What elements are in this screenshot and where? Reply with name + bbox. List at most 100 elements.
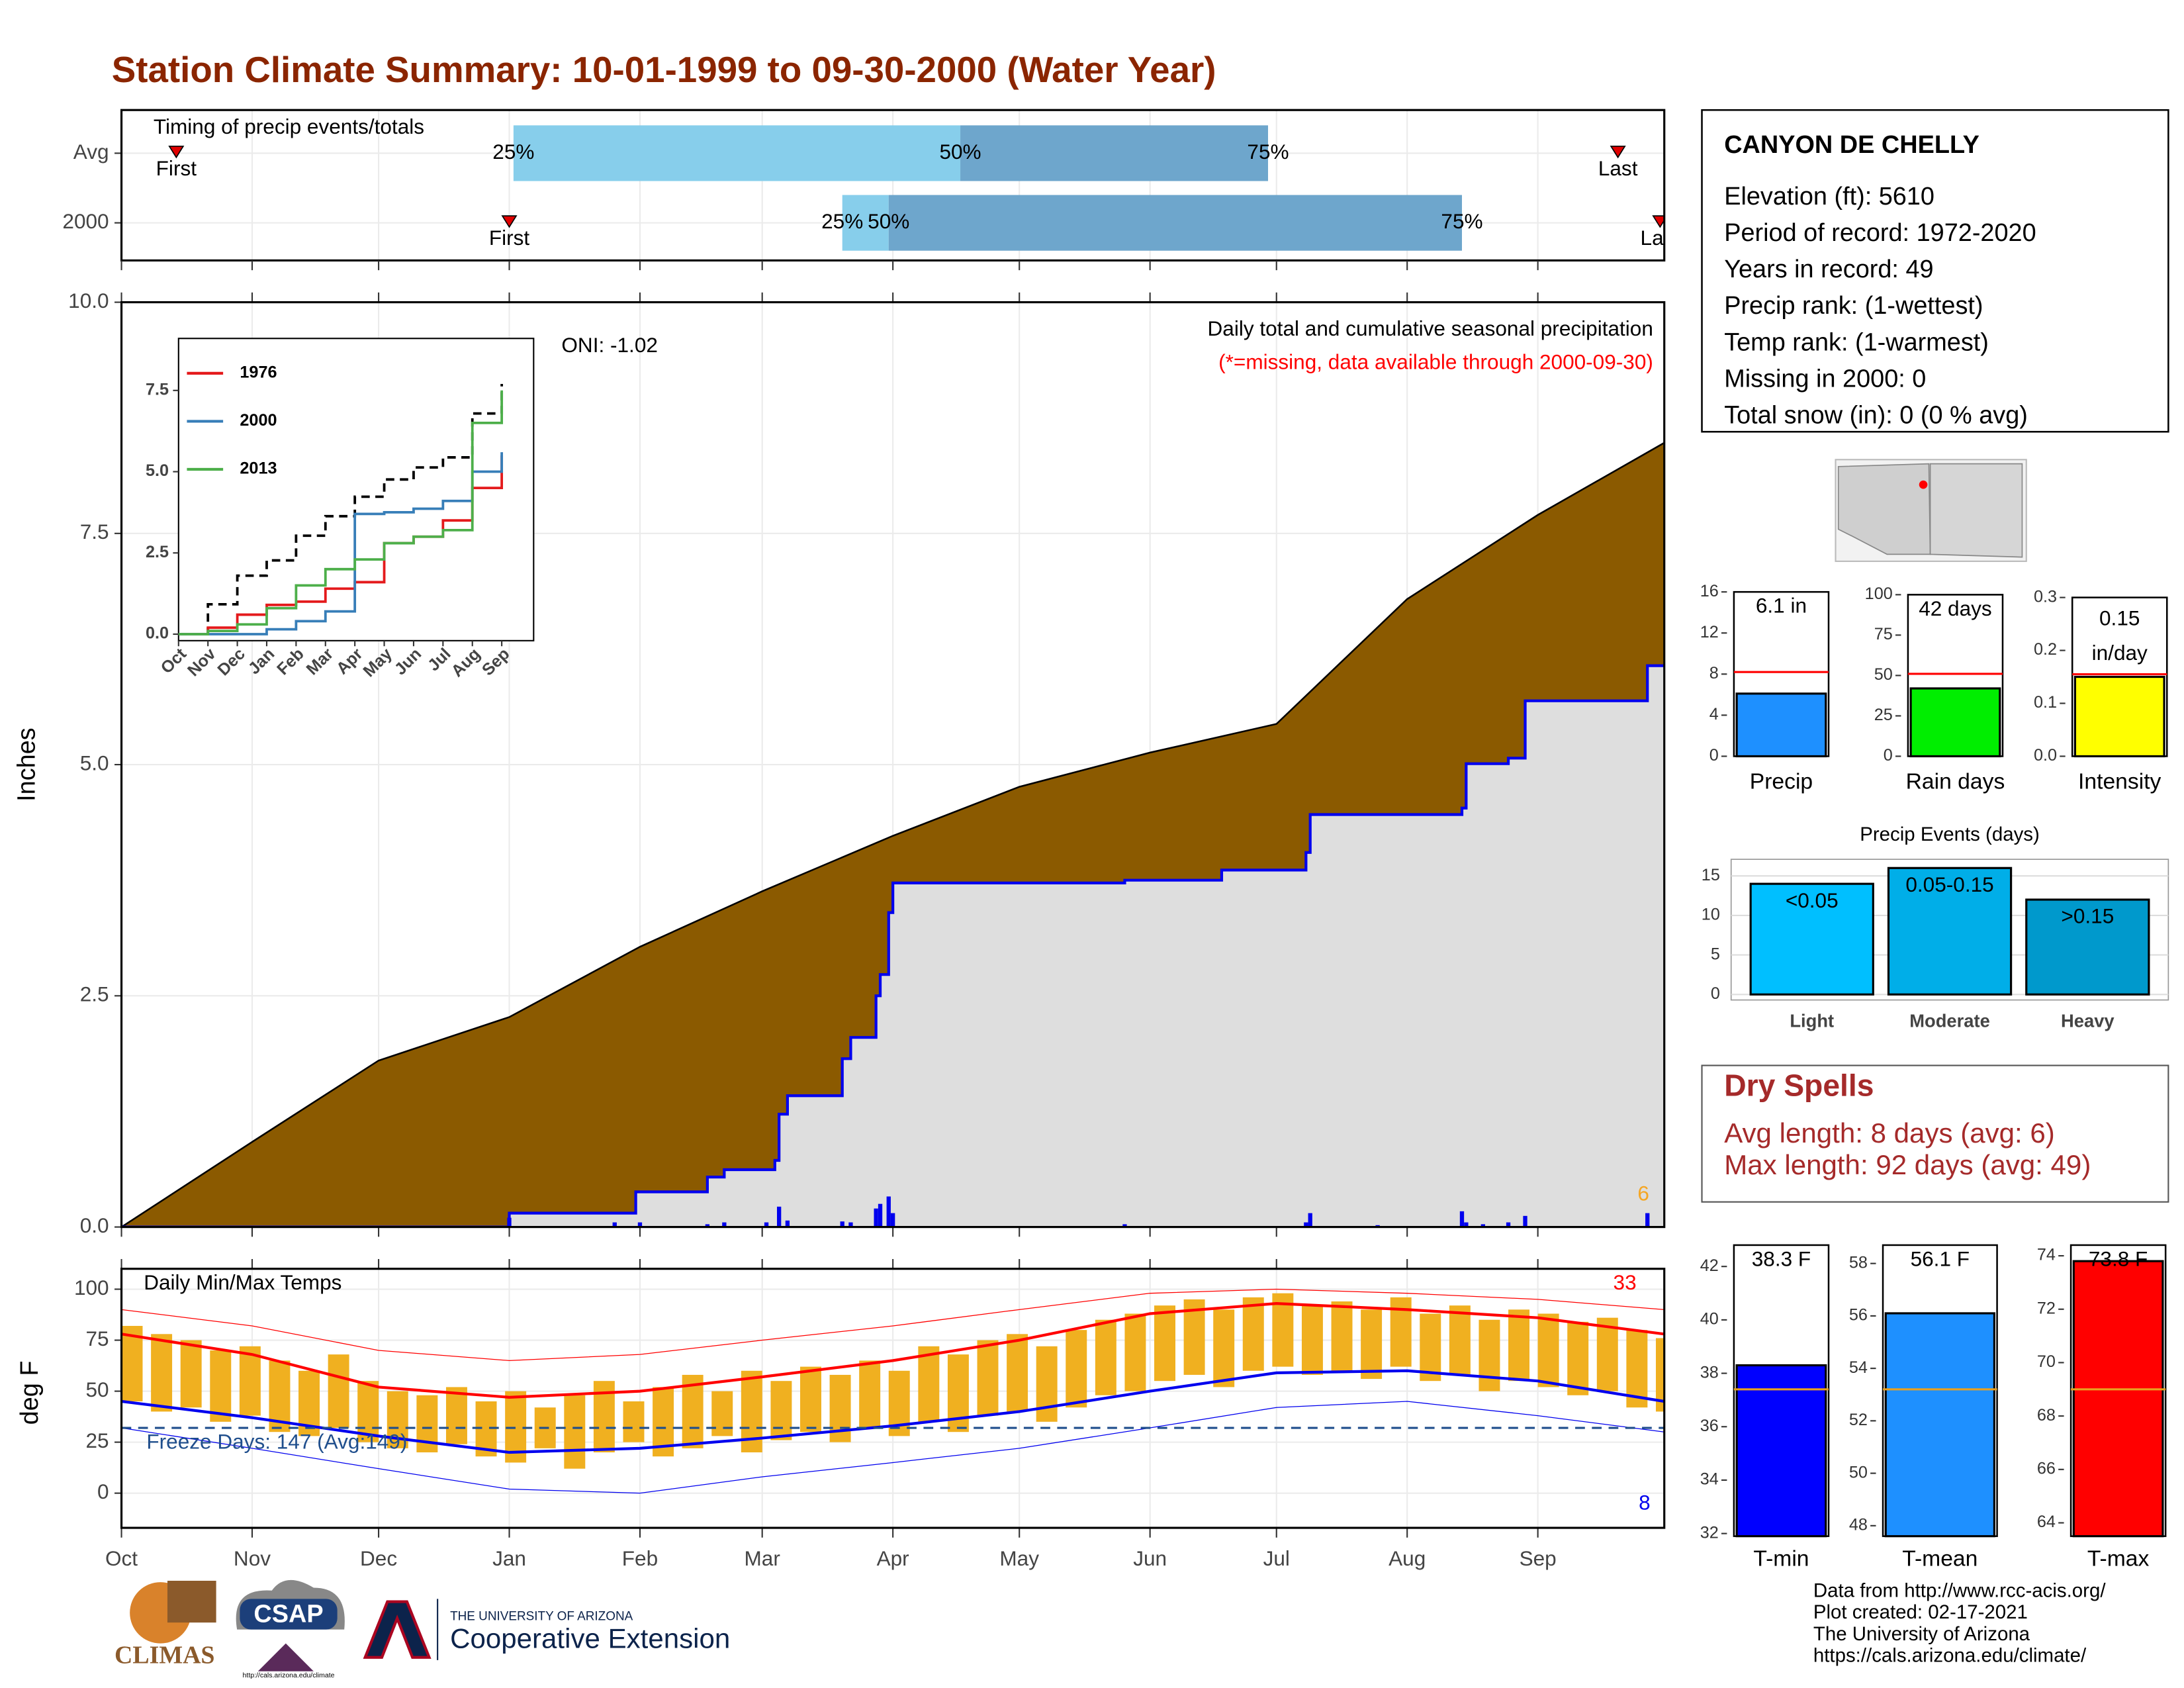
info-box: [1701, 109, 2169, 433]
events-x-label: Light: [1790, 1011, 1834, 1031]
mini-y-tick: 36: [1700, 1417, 1719, 1435]
oni: ONI: -1.02: [561, 333, 658, 357]
daily-bar: [1122, 1224, 1127, 1227]
x-tick-label: Feb: [622, 1546, 658, 1570]
mini-bar: [1884, 1312, 1995, 1538]
mini-bar: [2072, 1260, 2164, 1538]
daily-bar: [1308, 1213, 1312, 1227]
ua-text: THE UNIVERSITY OF ARIZONA: [450, 1610, 633, 1624]
legend-label: 2013: [240, 459, 277, 478]
mini-y-tick: 50: [1849, 1463, 1868, 1481]
dry-spells-box: [1701, 1064, 2169, 1203]
mini-value-label: 6.1 in: [1756, 594, 1807, 618]
info-line: Years in record: 49: [1724, 256, 1933, 283]
info-line: Precip rank: (1-wettest): [1724, 292, 1983, 320]
station-name: CANYON DE CHELLY: [1724, 131, 1979, 159]
legend-label: 1976: [240, 363, 277, 382]
info-line: Total snow (in): 0 (0 % avg): [1724, 402, 2028, 430]
temp-bar: [1508, 1309, 1530, 1382]
y-axis-label: Inches: [13, 727, 41, 802]
mini-y-tick: 74: [2037, 1246, 2056, 1264]
mini-y-tick: 8: [1709, 664, 1719, 682]
mini-x-label: T-mean: [1902, 1546, 1978, 1571]
mini-y-tick: 25: [1874, 706, 1893, 724]
daily-bar: [507, 1217, 512, 1227]
temp-bar: [1036, 1346, 1058, 1422]
x-tick-label: May: [999, 1546, 1039, 1570]
temp-title: Daily Min/Max Temps: [144, 1270, 341, 1294]
temp-bar: [1596, 1317, 1618, 1391]
x-tick-label: Oct: [105, 1546, 138, 1570]
marker-label: First: [489, 226, 530, 250]
events-y-tick: 5: [1711, 945, 1720, 963]
mini-y-tick: 56: [1849, 1306, 1868, 1325]
y-tick-label: 100: [74, 1276, 109, 1299]
mini-y-tick: 0.3: [2034, 587, 2057, 606]
mini-unit-label: in/day: [2092, 641, 2148, 665]
bar: [513, 125, 961, 181]
events-y-tick: 10: [1702, 906, 1720, 924]
daily-bar: [1645, 1213, 1650, 1227]
daily-bar: [722, 1222, 727, 1227]
bar: [960, 125, 1269, 181]
y-tick-label: 50: [86, 1378, 109, 1401]
x-tick-label: Jun: [1133, 1546, 1167, 1570]
y-tick-label: 0: [97, 1479, 109, 1503]
temp-bar: [918, 1346, 940, 1422]
dry-spell-line: Max length: 92 days (avg: 49): [1724, 1149, 2091, 1180]
info-line: Period of record: 1972-2020: [1724, 219, 2036, 247]
x-tick-label: Sep: [1520, 1546, 1557, 1570]
footer-line: https://cals.arizona.edu/climate/: [1813, 1644, 2087, 1666]
mini-y-tick: 68: [2037, 1406, 2056, 1425]
daily-bar: [785, 1220, 790, 1227]
csap-url: http://cals.arizona.edu/climate: [243, 1671, 335, 1679]
csap-logo: CSAP: [253, 1601, 323, 1628]
daily-bar: [1523, 1215, 1527, 1227]
climas-logo: CLIMAS: [114, 1641, 214, 1669]
bar: [842, 195, 889, 251]
temp-bar: [151, 1334, 173, 1412]
temp-bar: [564, 1395, 586, 1469]
marker-label: Last: [1598, 156, 1638, 180]
mini-y-tick: 50: [1874, 665, 1893, 684]
events-y-tick: 0: [1711, 984, 1720, 1003]
mini-y-tick: 72: [2037, 1299, 2056, 1317]
y-tick-label: 7.5: [80, 520, 109, 543]
mini-y-tick: 100: [1865, 585, 1893, 603]
temp-line: [121, 1288, 1664, 1362]
info-line: Elevation (ft): 5610: [1724, 183, 1934, 211]
temp-bar: [1095, 1319, 1116, 1395]
mini-y-tick: 42: [1700, 1256, 1719, 1275]
mini-x-label: T-min: [1753, 1546, 1809, 1571]
mini-y-tick: 58: [1849, 1253, 1868, 1272]
temp-bar: [121, 1325, 143, 1401]
mini-y-tick: 66: [2037, 1459, 2056, 1477]
info-line: Missing in 2000: 0: [1724, 365, 1926, 393]
daily-bar: [848, 1222, 853, 1227]
daily-bar: [878, 1203, 883, 1227]
mini-y-tick: 64: [2037, 1513, 2056, 1531]
temp-line: [121, 1369, 1664, 1454]
temp-bar: [357, 1381, 379, 1442]
title: Station Climate Summary: 10-01-1999 to 0…: [112, 49, 1216, 90]
mini-y-tick: 0: [1884, 746, 1893, 765]
mini-y-tick: 0: [1709, 746, 1719, 765]
map: [1835, 459, 2027, 562]
x-tick-label: Apr: [877, 1546, 909, 1570]
mini-bar: [1735, 692, 1827, 758]
mini-bar: [1909, 687, 2001, 758]
events-y-tick: 15: [1702, 866, 1720, 884]
legend-label: 2000: [240, 411, 277, 430]
events-title: Precip Events (days): [1860, 823, 2040, 845]
freeze-label: Freeze Days: 147 (Avg:149): [146, 1430, 407, 1454]
temp-bar: [1479, 1319, 1500, 1391]
mini-y-tick: 54: [1849, 1358, 1868, 1377]
mini-x-label: Rain days: [1906, 769, 2005, 794]
temp-bar: [1361, 1309, 1383, 1380]
footer-line: Data from http://www.rcc-acis.org/: [1813, 1580, 2106, 1602]
footer-line: Plot created: 02-17-2021: [1813, 1601, 2028, 1623]
y-tick-label: 75: [86, 1327, 109, 1350]
events-x-label: Heavy: [2061, 1011, 2115, 1031]
panel-border: [120, 301, 1666, 1229]
temp-bar: [1154, 1305, 1175, 1382]
